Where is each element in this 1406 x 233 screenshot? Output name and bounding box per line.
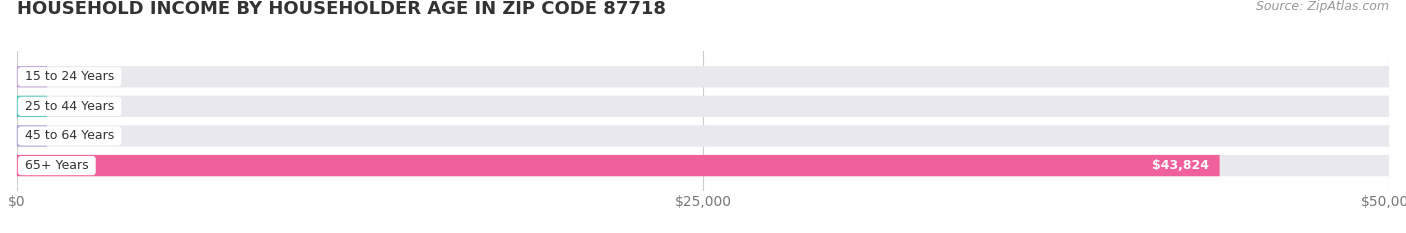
Text: $43,824: $43,824	[1152, 159, 1209, 172]
Text: $0: $0	[60, 70, 77, 83]
FancyBboxPatch shape	[17, 155, 1219, 176]
FancyBboxPatch shape	[17, 155, 1389, 176]
Text: 25 to 44 Years: 25 to 44 Years	[21, 100, 118, 113]
FancyBboxPatch shape	[17, 125, 46, 147]
Text: 45 to 64 Years: 45 to 64 Years	[21, 130, 118, 142]
FancyBboxPatch shape	[17, 96, 46, 117]
Text: $0: $0	[60, 130, 77, 142]
Text: 65+ Years: 65+ Years	[21, 159, 93, 172]
Text: $0: $0	[60, 100, 77, 113]
FancyBboxPatch shape	[17, 125, 1389, 147]
Text: Source: ZipAtlas.com: Source: ZipAtlas.com	[1256, 0, 1389, 13]
Text: HOUSEHOLD INCOME BY HOUSEHOLDER AGE IN ZIP CODE 87718: HOUSEHOLD INCOME BY HOUSEHOLDER AGE IN Z…	[17, 0, 666, 18]
FancyBboxPatch shape	[17, 66, 1389, 87]
Text: 15 to 24 Years: 15 to 24 Years	[21, 70, 118, 83]
FancyBboxPatch shape	[17, 66, 46, 87]
FancyBboxPatch shape	[17, 96, 1389, 117]
